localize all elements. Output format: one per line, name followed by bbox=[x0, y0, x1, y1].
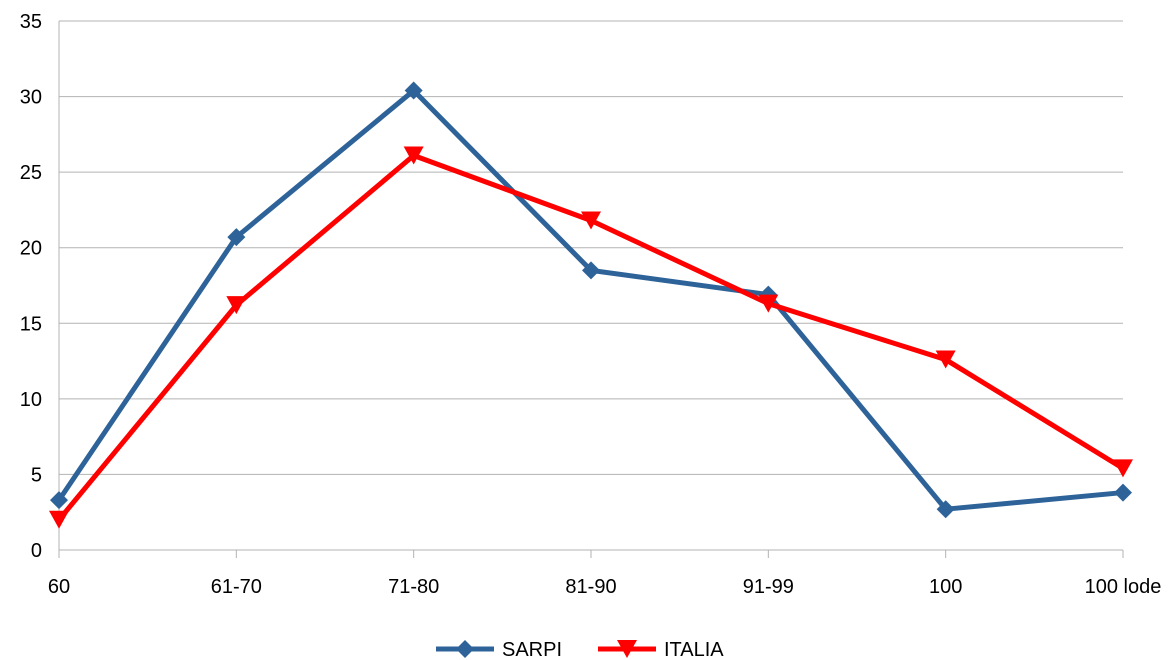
legend-swatch-marker bbox=[617, 640, 637, 658]
y-axis-ticks: 0 5 10 15 20 25 30 35 bbox=[20, 11, 42, 562]
data-point bbox=[758, 294, 779, 313]
y-tick-label: 10 bbox=[20, 389, 42, 411]
data-point bbox=[581, 211, 601, 230]
data-point bbox=[226, 296, 247, 315]
y-tick-label: 0 bbox=[31, 540, 42, 562]
x-tick-label: 91-99 bbox=[743, 576, 794, 598]
legend-item-italia: ITALIA bbox=[598, 639, 724, 660]
legend-swatch-marker bbox=[456, 640, 474, 658]
x-axis-ticks: 60 61-70 71-80 81-90 91-99 100 100 lode bbox=[48, 550, 1162, 598]
series-line bbox=[56, 88, 1124, 512]
legend-label: SARPI bbox=[502, 639, 562, 660]
x-tick-label: 61-70 bbox=[211, 576, 262, 598]
y-tick-label: 20 bbox=[20, 238, 42, 260]
y-tick-label: 30 bbox=[20, 87, 42, 109]
data-point bbox=[1113, 459, 1133, 478]
grid-lines bbox=[58, 20, 1123, 551]
legend: SARPI ITALIA bbox=[436, 639, 724, 660]
data-point bbox=[50, 491, 68, 510]
y-tick-label: 25 bbox=[20, 162, 42, 184]
series-italia bbox=[49, 146, 1133, 529]
data-point bbox=[935, 350, 956, 369]
x-tick-label: 60 bbox=[48, 576, 70, 598]
series-sarpi bbox=[50, 81, 1132, 519]
series-line bbox=[57, 153, 1125, 522]
y-tick-label: 15 bbox=[20, 313, 42, 335]
x-tick-label: 81-90 bbox=[565, 576, 616, 598]
legend-label: ITALIA bbox=[664, 639, 724, 660]
data-point bbox=[936, 500, 955, 519]
y-tick-label: 5 bbox=[31, 464, 42, 486]
y-tick-label: 35 bbox=[20, 11, 42, 33]
series-lines bbox=[49, 81, 1133, 529]
x-tick-label: 71-80 bbox=[388, 576, 439, 598]
data-point bbox=[1114, 483, 1132, 502]
data-point bbox=[404, 81, 423, 100]
x-tick-label: 100 lode bbox=[1085, 576, 1162, 598]
data-point bbox=[403, 146, 424, 165]
data-point bbox=[582, 261, 600, 280]
legend-item-sarpi: SARPI bbox=[436, 639, 562, 660]
data-point bbox=[227, 228, 246, 247]
x-tick-label: 100 bbox=[929, 576, 962, 598]
data-point bbox=[49, 510, 69, 529]
